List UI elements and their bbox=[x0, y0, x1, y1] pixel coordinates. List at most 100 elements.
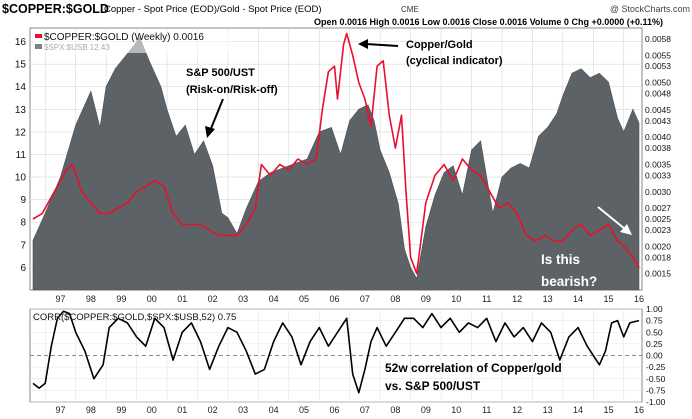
annotation-risk-on-off: (Risk-on/Risk-off) bbox=[186, 84, 278, 96]
right-tick-label: 0.0045 bbox=[645, 105, 671, 115]
main-x-tick-label: 01 bbox=[177, 294, 187, 304]
legend-swatch-spx-usb bbox=[35, 44, 42, 49]
main-x-tick-label: 04 bbox=[269, 294, 279, 304]
corr-x-tick-label: 15 bbox=[603, 405, 613, 415]
main-x-tick-label: 15 bbox=[603, 294, 613, 304]
legend-copper-gold: $COPPER:$GOLD (Weekly) 0.0016 bbox=[44, 32, 204, 43]
chart-description: Copper - Spot Price (EOD)/Gold - Spot Pr… bbox=[104, 4, 322, 15]
corr-x-tick-label: 08 bbox=[390, 405, 400, 415]
legend-spx-usb: $SPX:$USB 12.43 bbox=[44, 43, 110, 52]
main-x-tick-label: 08 bbox=[390, 294, 400, 304]
chart-exchange: CME bbox=[401, 5, 419, 14]
main-x-tick-label: 02 bbox=[208, 294, 218, 304]
corr-x-tick-label: 12 bbox=[512, 405, 522, 415]
corr-x-tick-label: 99 bbox=[116, 405, 126, 415]
main-x-tick-label: 03 bbox=[238, 294, 248, 304]
right-tick-label: 0.0040 bbox=[645, 132, 671, 142]
corr-y-tick-label: -0.25 bbox=[646, 362, 666, 372]
right-tick-label: 0.0048 bbox=[645, 89, 671, 99]
left-axis-ticks: 6 7 8 9 10 11 12 13 14 15 16 bbox=[15, 37, 27, 274]
right-tick-label: 0.0030 bbox=[645, 187, 671, 197]
left-tick-label: 14 bbox=[15, 82, 27, 93]
ohlc-readout: Open 0.0016 High 0.0016 Low 0.0016 Close… bbox=[314, 17, 663, 27]
copper-gold-line bbox=[32, 32, 640, 275]
corr-y-tick-label: -1.00 bbox=[646, 397, 666, 407]
right-tick-label: 0.0050 bbox=[645, 78, 671, 88]
main-x-tick-label: 16 bbox=[634, 294, 644, 304]
main-x-tick-label: 97 bbox=[55, 294, 65, 304]
legend-swatch-copper-gold bbox=[35, 34, 42, 38]
correlation-x-ticks: 97 98 99 00 01 02 03 04 05 06 07 08 09 10 11 12 13 14 15 16 bbox=[55, 405, 644, 415]
chart-symbol: $COPPER:$GOLD bbox=[2, 2, 109, 16]
corr-x-tick-label: 00 bbox=[147, 405, 157, 415]
corr-x-tick-label: 07 bbox=[360, 405, 370, 415]
legend-background bbox=[33, 31, 231, 53]
right-tick-label: 0.0023 bbox=[645, 225, 671, 235]
left-tick-label: 16 bbox=[15, 37, 27, 48]
main-x-tick-label: 98 bbox=[86, 294, 96, 304]
right-tick-label: 0.0033 bbox=[645, 170, 671, 180]
right-tick-label: 0.0035 bbox=[645, 159, 671, 169]
corr-y-tick-label: -0.50 bbox=[646, 374, 666, 384]
left-tick-label: 7 bbox=[20, 240, 26, 251]
annotation-sp500-ust: S&P 500/UST bbox=[186, 67, 255, 79]
right-tick-label: 0.0027 bbox=[645, 203, 671, 213]
corr-x-tick-label: 14 bbox=[573, 405, 583, 415]
corr-y-tick-label: -0.75 bbox=[646, 385, 666, 395]
annotation-correlation-vs: vs. S&P 500/UST bbox=[385, 379, 481, 393]
correlation-line bbox=[32, 310, 640, 394]
main-x-tick-label: 13 bbox=[543, 294, 553, 304]
right-tick-label: 0.0025 bbox=[645, 214, 671, 224]
corr-x-tick-label: 06 bbox=[329, 405, 339, 415]
left-tick-label: 11 bbox=[16, 150, 27, 161]
corr-y-tick-label: 0.00 bbox=[646, 351, 663, 361]
watermark: @ StockCharts.com bbox=[610, 4, 690, 14]
annotation-bearish: bearish? bbox=[541, 274, 597, 289]
main-x-tick-label: 99 bbox=[116, 294, 126, 304]
main-x-tick-label: 14 bbox=[573, 294, 583, 304]
main-x-tick-label: 12 bbox=[512, 294, 522, 304]
corr-x-tick-label: 10 bbox=[451, 405, 461, 415]
main-x-tick-label: 10 bbox=[451, 294, 461, 304]
right-tick-label: 0.0058 bbox=[645, 34, 671, 44]
correlation-panel: 1.00 0.750.50 0.25 0.00-0.25 -0.50-0.75 -1.00… bbox=[29, 304, 666, 415]
corr-x-tick-label: 13 bbox=[543, 405, 553, 415]
main-x-axis-ticks: 97 98 99 00 01 02 03 04 05 06 07 08 09 10 11 12 13 14 15 16 bbox=[55, 294, 644, 304]
left-tick-label: 9 bbox=[20, 195, 26, 206]
main-x-tick-label: 11 bbox=[482, 294, 491, 304]
annotation-cyclical: (cyclical indicator) bbox=[406, 55, 503, 67]
left-tick-label: 8 bbox=[20, 218, 26, 229]
corr-x-tick-label: 02 bbox=[208, 405, 218, 415]
annotation-copper-gold: Copper/Gold bbox=[406, 39, 473, 51]
correlation-y-ticks: 1.00 0.750.50 0.25 0.00-0.25 -0.50-0.75 -1.00 bbox=[646, 304, 666, 407]
right-tick-label: 0.0043 bbox=[645, 116, 671, 126]
right-tick-label: 0.0020 bbox=[645, 241, 671, 251]
arrow-bearish bbox=[597, 206, 632, 235]
corr-x-tick-label: 16 bbox=[634, 405, 644, 415]
corr-y-tick-label: 0.50 bbox=[646, 327, 663, 337]
arrow-sp500 bbox=[205, 98, 224, 138]
corr-x-tick-label: 09 bbox=[421, 405, 431, 415]
main-x-tick-label: 07 bbox=[360, 294, 370, 304]
corr-x-tick-label: 98 bbox=[86, 405, 96, 415]
arrow-copper-gold bbox=[358, 39, 399, 49]
main-x-tick-label: 05 bbox=[299, 294, 309, 304]
right-tick-label: 0.0053 bbox=[645, 61, 671, 71]
right-tick-label: 0.0038 bbox=[645, 143, 671, 153]
main-x-tick-label: 00 bbox=[147, 294, 157, 304]
main-x-tick-label: 09 bbox=[421, 294, 431, 304]
corr-x-tick-label: 05 bbox=[299, 405, 309, 415]
correlation-title: CORR($COPPER:$GOLD,$SPX:$USB,52) 0.75 bbox=[33, 312, 236, 323]
annotation-correlation: 52w correlation of Copper/gold bbox=[385, 361, 562, 375]
corr-x-tick-label: 11 bbox=[482, 405, 491, 415]
annotation-is-this: Is this bbox=[541, 252, 580, 267]
corr-x-tick-label: 01 bbox=[177, 405, 187, 415]
left-tick-label: 13 bbox=[15, 105, 27, 116]
corr-y-tick-label: 1.00 bbox=[646, 304, 663, 314]
left-tick-label: 15 bbox=[15, 60, 27, 71]
corr-x-tick-label: 97 bbox=[55, 405, 65, 415]
right-tick-label: 0.0015 bbox=[645, 269, 671, 279]
